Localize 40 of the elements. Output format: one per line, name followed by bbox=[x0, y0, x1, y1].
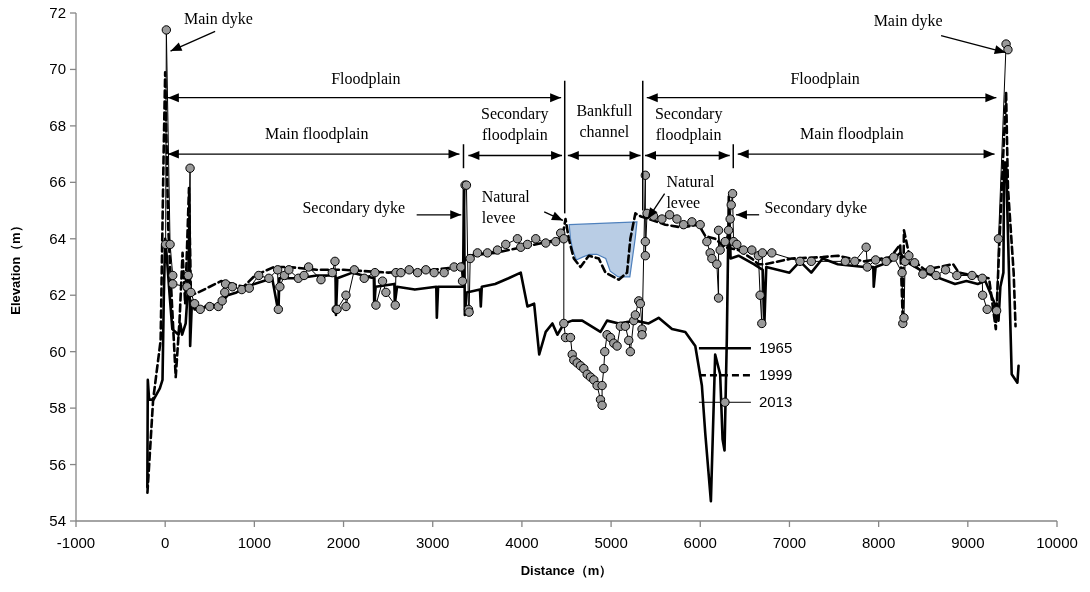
y-tick-label: 68 bbox=[49, 116, 66, 134]
annotation: Floodplain bbox=[331, 69, 401, 88]
annotation: Bankfull channel bbox=[576, 102, 633, 141]
y-tick-label: 56 bbox=[49, 455, 66, 473]
x-tick-label: 0 bbox=[161, 534, 170, 551]
legend-label: 2013 bbox=[758, 393, 793, 411]
x-tick-label: 2000 bbox=[326, 534, 361, 551]
x-tick-label: 5000 bbox=[594, 534, 628, 551]
legend-label: 1965 bbox=[758, 339, 793, 357]
annotation: Secondary floodplain bbox=[654, 104, 723, 144]
y-tick-label: 70 bbox=[49, 60, 66, 78]
x-axis-title: Distance（m） bbox=[520, 563, 613, 578]
x-tick-label: 8000 bbox=[861, 534, 896, 551]
y-tick-label: 54 bbox=[49, 512, 66, 529]
annotation: Main dyke bbox=[873, 11, 943, 30]
annotation: Secondary dyke bbox=[302, 199, 406, 218]
x-tick-label: 7000 bbox=[772, 534, 807, 551]
y-tick-label: 58 bbox=[49, 399, 66, 417]
annotation: Natural levee bbox=[481, 188, 531, 227]
x-tick-label: 4000 bbox=[505, 534, 539, 551]
x-tick-label: 10000 bbox=[1036, 534, 1078, 551]
x-tick-label: 9000 bbox=[951, 534, 985, 551]
y-axis-title: Elevation（m） bbox=[8, 219, 23, 315]
y-tick-label: 66 bbox=[49, 173, 66, 191]
annotation: Secondary floodplain bbox=[481, 104, 549, 144]
x-tick-label: -1000 bbox=[56, 534, 96, 551]
y-tick-label: 72 bbox=[49, 4, 66, 21]
annotation: Secondary dyke bbox=[764, 199, 868, 218]
annotation: Main dyke bbox=[183, 10, 253, 29]
annotation: Main floodplain bbox=[800, 124, 904, 143]
legend-label: 1999 bbox=[758, 366, 793, 384]
annotation: Main floodplain bbox=[265, 124, 369, 143]
annotation: Floodplain bbox=[790, 69, 860, 88]
x-tick-label: 3000 bbox=[416, 534, 450, 551]
y-tick-label: 60 bbox=[49, 342, 66, 360]
x-tick-label: 6000 bbox=[683, 534, 717, 551]
y-tick-label: 62 bbox=[49, 286, 66, 304]
annotation: Natural levee bbox=[666, 172, 715, 211]
y-tick-label: 64 bbox=[49, 229, 66, 247]
x-tick-label: 1000 bbox=[237, 534, 272, 551]
